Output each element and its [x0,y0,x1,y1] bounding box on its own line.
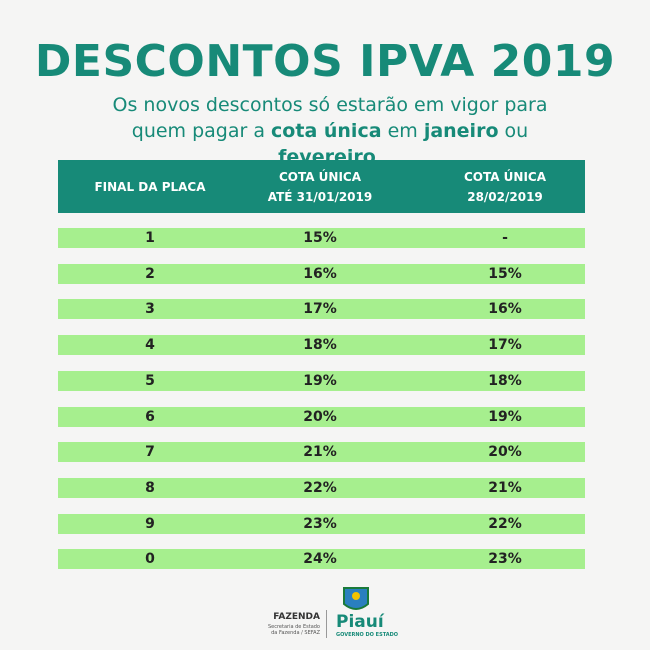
column-header-line: COTA ÚNICA [463,169,547,184]
table-cell: 23% [488,551,522,568]
table-cell: 18% [488,372,522,389]
subtitle: Os novos descontos só estarão em vigor p… [95,92,565,170]
table-cell: 17% [488,337,522,354]
fazenda-logo: FAZENDA [273,612,320,622]
subtitle-emphasis: cota única [271,120,382,142]
table-cell: 4 [145,337,155,354]
footer: FAZENDA Secretaria de Estado da Fazenda … [0,582,650,642]
table-cell: 15% [303,230,337,246]
table-cell: 1 [145,230,155,246]
table-cell: 3 [145,301,155,318]
table-row: 2 16% 15% [58,263,585,284]
table-row: 9 23% 22% [58,513,585,534]
column-header-line: 28/02/2019 [467,189,543,204]
table-row: 1 15% - [58,228,585,248]
table-cell: 16% [488,301,522,318]
table-cell: 24% [303,551,337,568]
column-header: COTA ÚNICA 28/02/2019 [420,160,590,213]
divider [326,610,327,638]
subtitle-text: Os novos descontos só estarão em vigor p… [112,94,548,142]
table-cell: 18% [303,337,337,354]
table-cell: 6 [145,408,155,425]
table-cell: 23% [303,515,337,532]
table-cell: 7 [145,444,155,461]
table-row: 3 17% 16% [58,299,585,320]
table-cell: 20% [303,408,337,425]
column-header: FINAL DA PLACA [65,160,235,213]
table-row: 5 19% 18% [58,370,585,391]
column-header-line: COTA ÚNICA [278,169,362,184]
table-row: 0 24% 23% [58,549,585,570]
state-name: Piauí [336,612,384,632]
title: DESCONTOS IPVA 2019 [34,36,616,87]
table-cell: 0 [145,551,155,568]
table-cell: 19% [488,408,522,425]
table-cell: 20% [488,444,522,461]
table-row: 7 21% 20% [58,442,585,463]
table-cell: 15% [488,265,522,282]
table-row: 6 20% 19% [58,406,585,427]
column-header-line: ATÉ 31/01/2019 [267,189,373,204]
table-cell: - [502,230,508,246]
table-cell: 19% [303,372,337,389]
column-header-line: FINAL DA PLACA [94,179,206,194]
table-cell: 17% [303,301,337,318]
table-cell: 21% [488,479,522,496]
table-row: 4 18% 17% [58,335,585,356]
subtitle-text: . [375,146,382,168]
subtitle-text: ou [498,120,529,142]
table-cell: 2 [145,265,155,282]
fazenda-subtitle: Secretaria de Estado da Fazenda / SEFAZ [267,624,320,636]
table-row: 8 22% 21% [58,477,585,498]
subtitle-emphasis: janeiro [423,120,499,142]
table-header: FINAL DA PLACA COTA ÚNICA ATÉ 31/01/2019 CO… [58,160,585,213]
table-cell: 9 [145,515,155,532]
table-cell: 5 [145,372,155,389]
table-cell: 16% [303,265,337,282]
table-cell: 8 [145,479,155,496]
coat-of-arms [343,587,369,610]
table-cell: 21% [303,444,337,461]
subtitle-text: em [381,120,424,142]
table-cell: 22% [303,479,337,496]
state-subtitle: GOVERNO DO ESTADO [336,632,398,638]
table-cell: 22% [488,515,522,532]
column-header: COTA ÚNICA ATÉ 31/01/2019 [235,160,405,213]
